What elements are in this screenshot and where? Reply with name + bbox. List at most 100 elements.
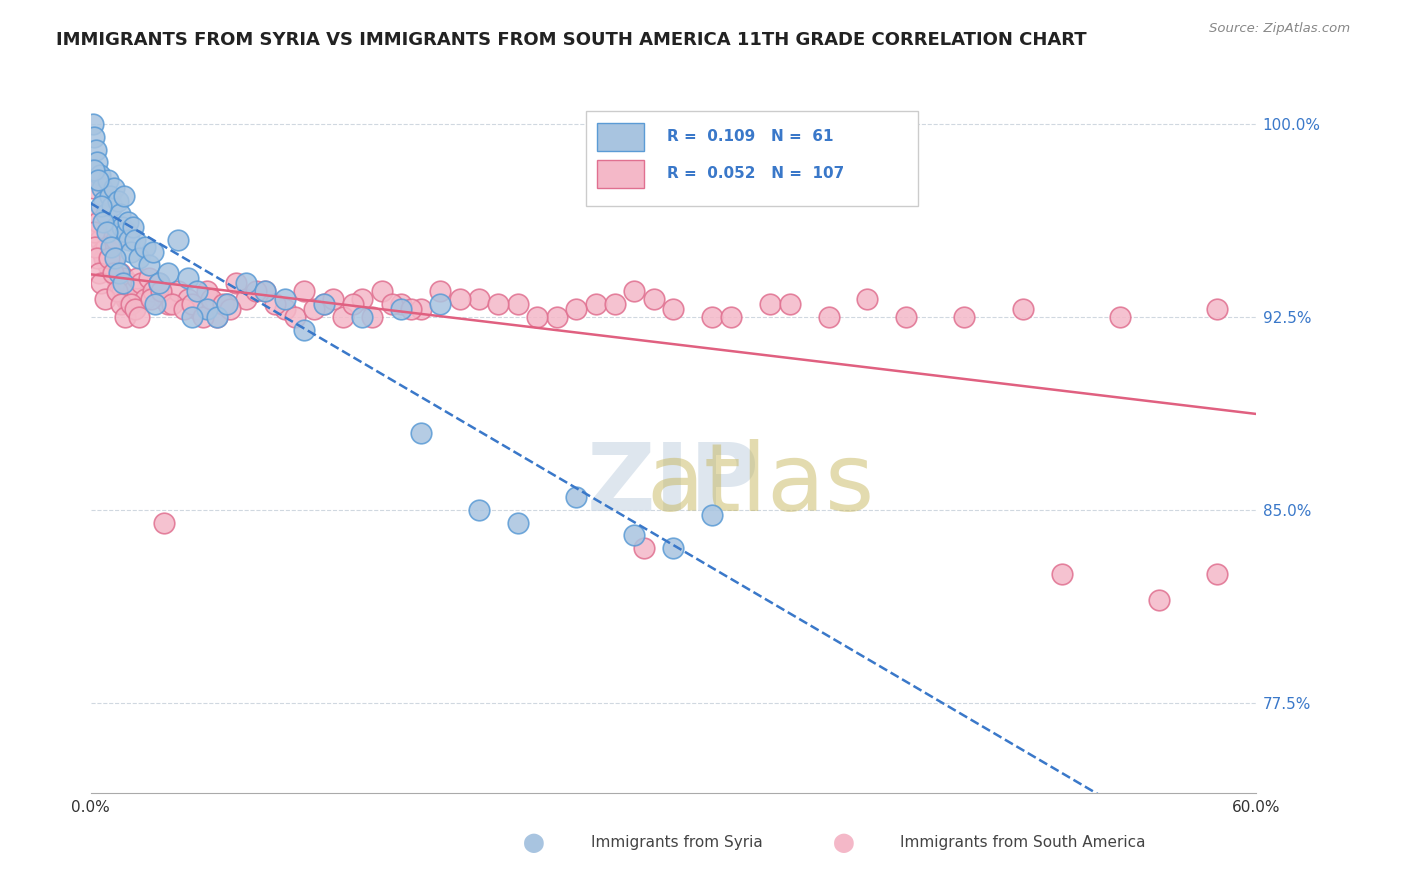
Point: [105, 284, 128, 298]
FancyBboxPatch shape: [586, 111, 918, 206]
Point: [506, 297, 529, 311]
Point: [700, 508, 723, 522]
Point: [97, 258, 120, 272]
Text: atlas: atlas: [647, 439, 875, 531]
Point: [128, 310, 150, 324]
Point: [160, 297, 183, 311]
Point: [86, 225, 108, 239]
Point: [112, 271, 135, 285]
Point: [89, 266, 111, 280]
Point: [302, 302, 325, 317]
Point: [720, 310, 742, 324]
Point: [1050, 566, 1073, 581]
Point: [157, 266, 180, 280]
Point: [623, 284, 645, 298]
Point: [82, 181, 104, 195]
Text: ZIP: ZIP: [586, 439, 759, 531]
Point: [129, 277, 152, 291]
Point: [86, 251, 108, 265]
Point: [1011, 302, 1033, 317]
Point: [167, 284, 190, 298]
Point: [104, 219, 127, 234]
Point: [104, 233, 127, 247]
Point: [112, 189, 135, 203]
Point: [107, 277, 129, 291]
Point: [409, 302, 432, 317]
Point: [429, 297, 451, 311]
Point: [173, 302, 195, 317]
Point: [623, 528, 645, 542]
Point: [83, 129, 105, 144]
Point: [195, 302, 218, 317]
Point: [149, 284, 172, 298]
Point: [117, 214, 139, 228]
Point: [662, 541, 685, 556]
Point: [565, 490, 588, 504]
Point: [264, 297, 287, 311]
Point: [429, 284, 451, 298]
Point: [111, 277, 134, 291]
Point: [108, 207, 131, 221]
Point: [342, 297, 364, 311]
Point: [83, 207, 105, 221]
Point: [98, 245, 121, 260]
Point: [186, 302, 208, 317]
Point: [274, 302, 297, 317]
Point: [101, 199, 124, 213]
Text: ⬤: ⬤: [832, 833, 855, 853]
Point: [352, 292, 374, 306]
Point: [292, 323, 315, 337]
Point: [195, 284, 218, 298]
Point: [177, 271, 200, 285]
Text: ⬤: ⬤: [523, 833, 546, 853]
Point: [193, 310, 215, 324]
Point: [662, 302, 685, 317]
Point: [96, 225, 118, 239]
Point: [94, 292, 117, 306]
Point: [381, 297, 404, 311]
Point: [87, 173, 110, 187]
Point: [186, 284, 208, 298]
Point: [546, 310, 568, 324]
Point: [643, 292, 665, 306]
Point: [700, 310, 723, 324]
Point: [449, 292, 471, 306]
Point: [83, 163, 105, 178]
Point: [399, 302, 422, 317]
Point: [114, 310, 136, 324]
Point: [127, 271, 149, 285]
Point: [82, 117, 104, 131]
Point: [86, 143, 108, 157]
Point: [585, 297, 607, 311]
Point: [122, 219, 145, 234]
Point: [1206, 566, 1229, 581]
Point: [93, 251, 115, 265]
Point: [124, 302, 146, 317]
Point: [89, 233, 111, 247]
Point: [89, 169, 111, 183]
Point: [254, 284, 277, 298]
Point: [111, 284, 134, 298]
Point: [526, 310, 548, 324]
Point: [1147, 592, 1170, 607]
Point: [101, 266, 124, 280]
Point: [409, 425, 432, 440]
Point: [332, 310, 354, 324]
Point: [283, 310, 305, 324]
Point: [219, 302, 242, 317]
Point: [157, 297, 180, 311]
Point: [896, 310, 918, 324]
Point: [312, 297, 335, 311]
Point: [87, 214, 110, 228]
Point: [1108, 310, 1130, 324]
Point: [117, 277, 139, 291]
Point: [104, 251, 127, 265]
Point: [565, 302, 588, 317]
Point: [200, 292, 222, 306]
Point: [312, 297, 335, 311]
Point: [134, 292, 156, 306]
Point: [101, 266, 124, 280]
Point: [211, 297, 233, 311]
Point: [486, 297, 509, 311]
Point: [91, 245, 114, 260]
